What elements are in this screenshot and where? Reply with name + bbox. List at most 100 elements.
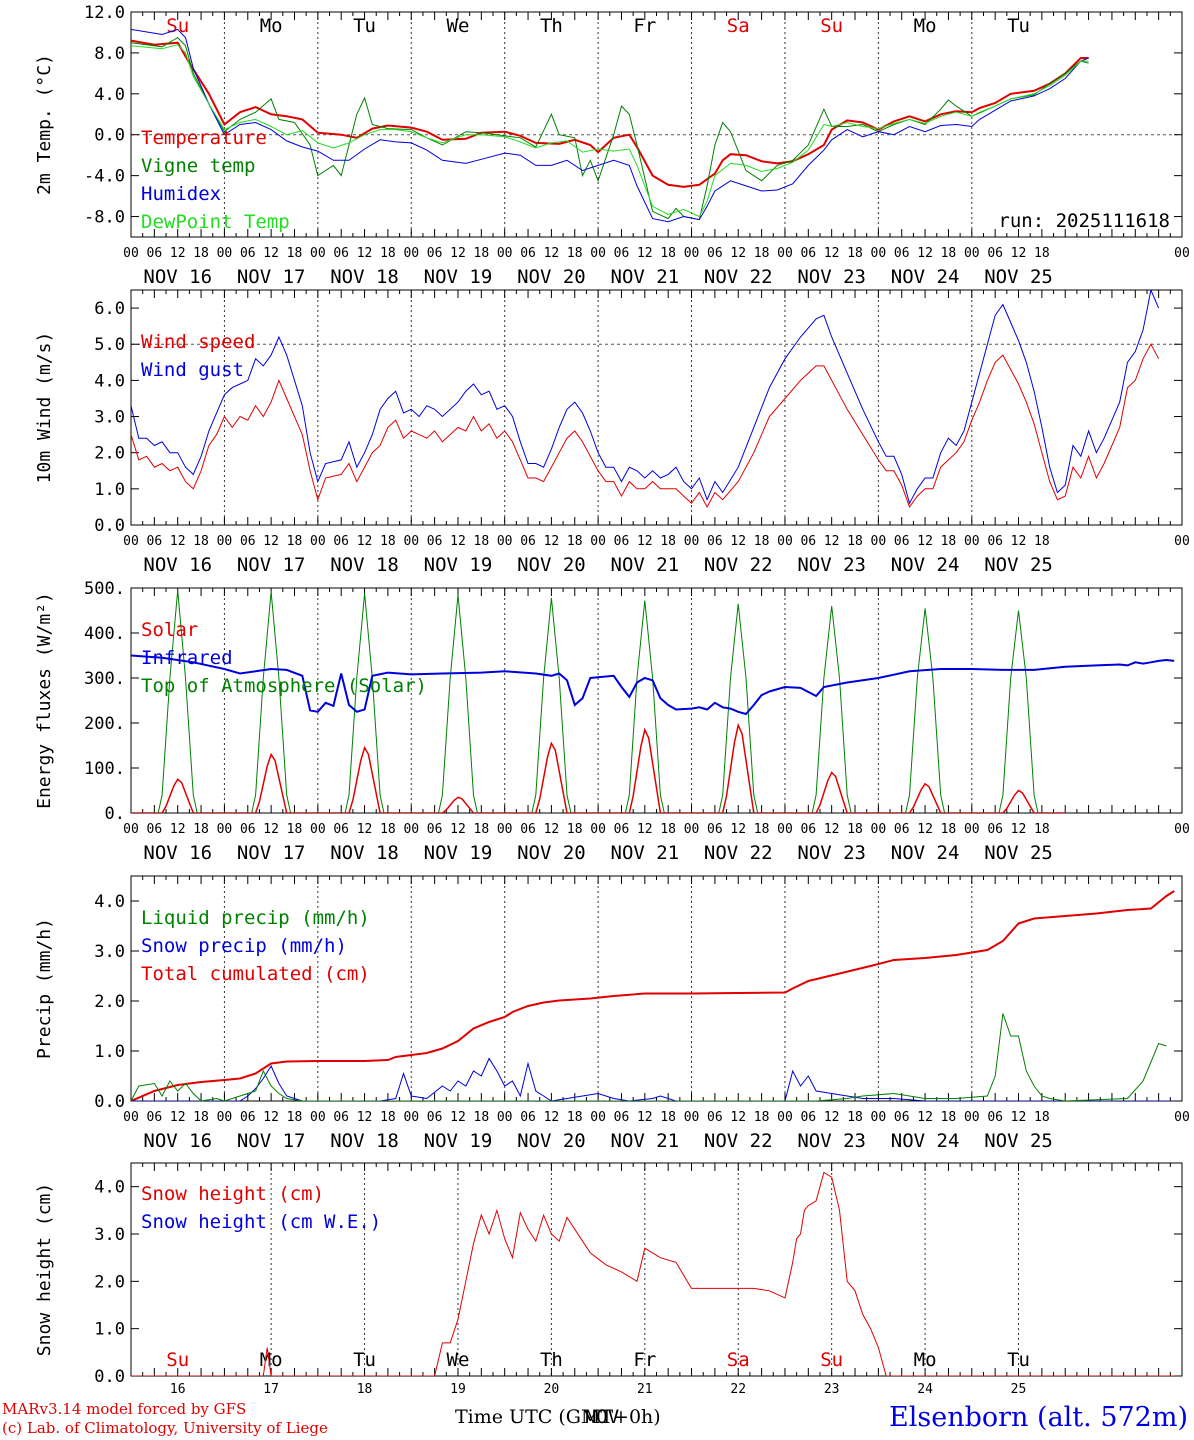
- y-tick-label: 3.0: [94, 1225, 125, 1245]
- x-hour-label: 00: [497, 534, 513, 549]
- x-hour-label: 00: [964, 1110, 980, 1125]
- series-line-dewpoint-temp: [131, 44, 1089, 218]
- x-hour-label: 00: [497, 246, 513, 261]
- x-date-label: NOV 16: [143, 1130, 212, 1152]
- day-label: Fr: [633, 1349, 656, 1371]
- x-hour-label: 00: [871, 534, 887, 549]
- x-hour-label: 06: [800, 534, 816, 549]
- legend-entry: DewPoint Temp: [141, 211, 290, 233]
- x-hour-label: 12: [917, 822, 933, 837]
- x-hour-label: 12: [637, 246, 653, 261]
- y-tick-label: 0.0: [94, 1092, 125, 1112]
- y-axis-label: Energy fluxes (W/m²): [34, 592, 55, 809]
- x-hour-label: 12: [637, 822, 653, 837]
- legend-entry: Top of Atmosphere (Solar): [141, 675, 427, 697]
- x-hour-label: 06: [520, 246, 536, 261]
- date-number-label: 19: [450, 1382, 466, 1397]
- x-hour-label: 06: [427, 246, 443, 261]
- x-date-label: NOV 21: [611, 266, 680, 288]
- y-tick-label: 300.: [84, 669, 125, 689]
- x-hour-label: 18: [660, 822, 676, 837]
- x-hour-label: 06: [987, 1110, 1003, 1125]
- y-tick-label: 0.: [105, 804, 125, 824]
- x-hour-label: 06: [240, 246, 256, 261]
- x-hour-label: 00: [497, 822, 513, 837]
- x-date-label: NOV 23: [797, 554, 866, 576]
- x-hour-label: 00: [964, 534, 980, 549]
- x-hour-label: 12: [450, 534, 466, 549]
- x-hour-label: 18: [380, 534, 396, 549]
- day-label: Th: [540, 15, 563, 37]
- x-date-label: NOV 24: [891, 266, 960, 288]
- x-hour-label: 12: [357, 1110, 373, 1125]
- x-hour-label: 12: [730, 534, 746, 549]
- x-hour-label: 12: [917, 246, 933, 261]
- run-label: run: 2025111618: [998, 210, 1170, 232]
- day-label: Mo: [914, 15, 937, 37]
- y-tick-label: 2.0: [94, 444, 125, 464]
- y-tick-label: 4.0: [94, 371, 125, 391]
- x-hour-label: 06: [894, 1110, 910, 1125]
- chart-panel-5: 4.0 3.0 2.0 1.0 0.0 Snow height (cm) Su Mo Tu We T…: [34, 1162, 1183, 1428]
- series-line-toa-solar: [131, 590, 1066, 813]
- day-label: Tu: [353, 1349, 376, 1371]
- x-hour-label: 00: [403, 822, 419, 837]
- x-hour-label: 12: [917, 534, 933, 549]
- x-hour-label: 18: [1034, 822, 1050, 837]
- x-hour-label: 06: [520, 822, 536, 837]
- date-number-label: 20: [544, 1382, 560, 1397]
- series-line-wind-gust: [131, 290, 1160, 505]
- x-hour-label: 12: [917, 1110, 933, 1125]
- x-date-label: NOV 19: [424, 266, 493, 288]
- x-hour-label: 06: [333, 534, 349, 549]
- x-hour-label: 06: [707, 1110, 723, 1125]
- day-label: Mo: [914, 1349, 937, 1371]
- x-hour-label: 18: [474, 246, 490, 261]
- x-hour-label: 00: [1174, 246, 1190, 261]
- x-date-label: NOV 24: [891, 842, 960, 864]
- x-hour-label: 06: [614, 534, 630, 549]
- legend-entry: Snow height (cm): [141, 1183, 324, 1205]
- x-hour-label: 06: [240, 1110, 256, 1125]
- day-label: We: [447, 15, 470, 37]
- x-hour-label: 18: [1034, 1110, 1050, 1125]
- series-line-snow-precip-mm-h-: [131, 1057, 1175, 1101]
- x-hour-label: 12: [263, 1110, 279, 1125]
- x-hour-label: 00: [1174, 822, 1190, 837]
- x-hour-label: 18: [380, 246, 396, 261]
- x-hour-label: 18: [193, 822, 209, 837]
- day-label: Su: [166, 15, 189, 37]
- day-label: Sa: [727, 15, 750, 37]
- x-hour-label: 12: [637, 534, 653, 549]
- x-hour-label: 00: [217, 1110, 233, 1125]
- x-hour-label: 00: [964, 822, 980, 837]
- x-date-label: NOV 23: [797, 266, 866, 288]
- y-axis-label: 10m Wind (m/s): [34, 332, 55, 484]
- x-hour-label: 12: [450, 822, 466, 837]
- x-date-label: NOV 21: [611, 1130, 680, 1152]
- x-hour-label: 12: [824, 822, 840, 837]
- series-line-snow-height-cm-: [131, 1171, 1175, 1376]
- x-hour-label: 00: [310, 246, 326, 261]
- chart-panel-2: 6.0 5.0 4.0 3.0 2.0 1.0 0.0 10m Wind (m/s) 00 06 1…: [34, 289, 1190, 576]
- x-date-label: NOV 21: [611, 554, 680, 576]
- x-hour-label: 06: [240, 534, 256, 549]
- y-tick-label: 0.0: [94, 1367, 125, 1387]
- series-line-infrared: [131, 654, 1175, 716]
- x-date-label: NOV 22: [704, 842, 773, 864]
- x-hour-label: 00: [684, 822, 700, 837]
- x-date-label: NOV 20: [517, 266, 586, 288]
- x-axis-label: Time UTC (GMT+0h): [455, 1406, 661, 1428]
- x-hour-label: 12: [1011, 1110, 1027, 1125]
- x-hour-label: 06: [147, 534, 163, 549]
- x-date-label: NOV 20: [517, 1130, 586, 1152]
- y-tick-label: 3.0: [94, 408, 125, 428]
- x-hour-label: 12: [357, 246, 373, 261]
- x-hour-label: 12: [544, 1110, 560, 1125]
- y-tick-label: 4.0: [94, 1178, 125, 1198]
- x-hour-label: 06: [333, 246, 349, 261]
- x-date-label: NOV 22: [704, 266, 773, 288]
- x-hour-label: 00: [777, 822, 793, 837]
- x-hour-label: 12: [170, 822, 186, 837]
